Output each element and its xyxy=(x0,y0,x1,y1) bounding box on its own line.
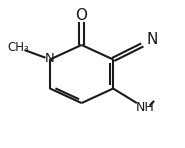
Text: NH: NH xyxy=(136,101,154,114)
Text: N: N xyxy=(45,52,55,65)
Text: N: N xyxy=(147,32,158,47)
Text: CH₃: CH₃ xyxy=(7,41,29,54)
Text: O: O xyxy=(75,8,88,23)
